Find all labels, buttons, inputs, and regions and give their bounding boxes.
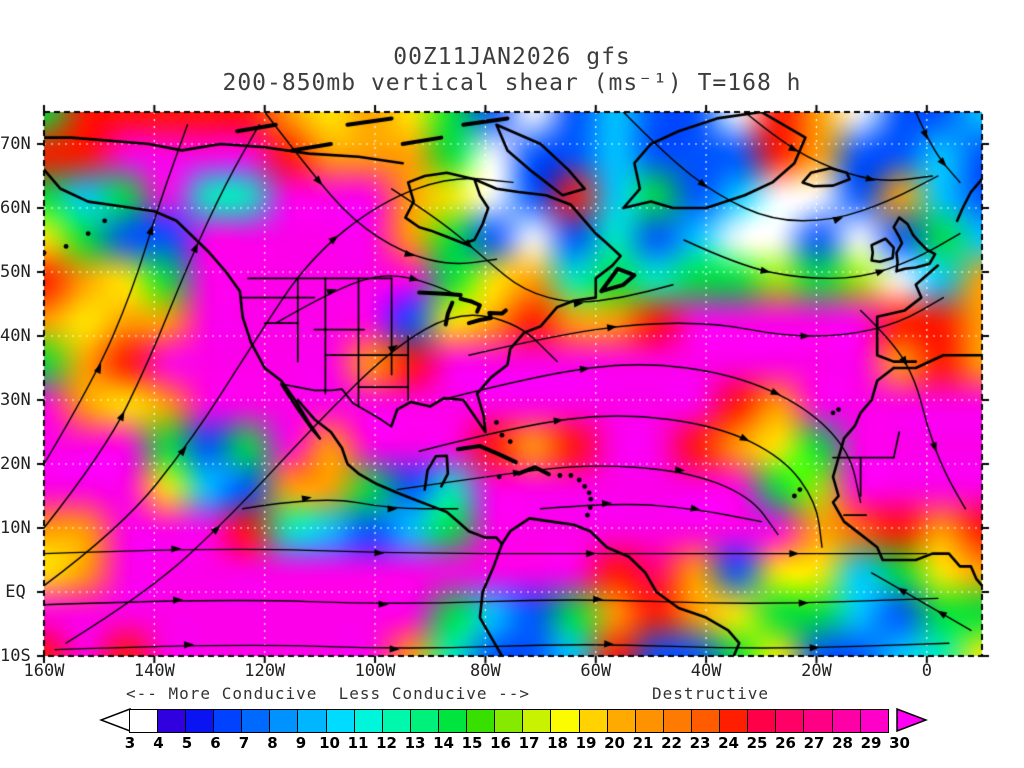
lat-tick-label: 70N	[0, 134, 41, 154]
lat-tick-label: 50N	[0, 262, 41, 282]
colorbar-box	[522, 709, 552, 733]
colorbar-tick-label: 20	[604, 734, 625, 752]
colorbar-tick-label: 21	[632, 734, 654, 752]
colorbar-box	[325, 709, 355, 733]
chart-title-line-1: 00Z11JAN2026 gfs	[393, 44, 631, 70]
colorbar-box	[128, 709, 159, 733]
colorbar-right-arrow-icon	[896, 708, 928, 732]
colorbar-box	[578, 709, 608, 733]
lon-tick-label: 100W	[354, 661, 396, 681]
colorbar-box	[719, 709, 749, 733]
colorbar-scale	[128, 709, 889, 733]
lat-tick-label: EQ	[5, 582, 36, 602]
lat-tick-label: 10S	[0, 646, 41, 666]
colorbar-tick-label: 18	[547, 734, 568, 752]
lat-tick-label: 30N	[0, 390, 41, 410]
legend-conducive-label: <-- More Conducive Less Conducive -->	[126, 684, 531, 703]
colorbar-box	[438, 709, 468, 733]
colorbar-box	[381, 709, 412, 733]
colorbar-tick-label: 23	[689, 734, 711, 752]
colorbar-box	[775, 709, 805, 733]
colorbar-tick-label: 15	[461, 734, 483, 752]
colorbar-tick-label: 26	[775, 734, 796, 752]
colorbar-tick-label: 24	[718, 734, 739, 752]
colorbar-box	[185, 709, 215, 733]
shear-map-canvas	[36, 104, 990, 668]
lat-tick-label: 40N	[0, 326, 41, 346]
colorbar-tick-label: 25	[746, 734, 768, 752]
colorbar-tick-label: 12	[376, 734, 397, 752]
colorbar-left-arrow-icon	[99, 708, 131, 732]
lon-tick-label: 40W	[690, 661, 722, 681]
lon-tick-label: 160W	[23, 661, 65, 681]
lon-tick-label: 20W	[801, 661, 832, 681]
colorbar-box	[606, 709, 636, 733]
colorbar-box	[409, 709, 440, 733]
colorbar-tick-label: 13	[404, 734, 426, 752]
colorbar-tick-label: 16	[490, 734, 511, 752]
colorbar-box	[550, 709, 580, 733]
colorbar-tick-label: 27	[803, 734, 825, 752]
lon-tick-label: 80W	[470, 661, 501, 681]
colorbar-box	[831, 709, 861, 733]
colorbar-tick-label: 19	[575, 734, 597, 752]
colorbar-tick-label: 14	[433, 734, 454, 752]
colorbar-box	[747, 709, 777, 733]
colorbar-box	[494, 709, 524, 733]
colorbar-box	[691, 709, 721, 733]
colorbar-box	[353, 709, 383, 733]
colorbar-box	[466, 709, 496, 733]
colorbar-tick-label: 17	[518, 734, 540, 752]
lat-tick-label: 10N	[0, 518, 41, 538]
lat-tick-label: 60N	[0, 198, 41, 218]
colorbar-tick-label: 10	[319, 734, 340, 752]
colorbar-box	[213, 709, 243, 733]
colorbar-tick-label: 7	[238, 734, 250, 752]
colorbar-box	[662, 709, 693, 733]
colorbar-box	[634, 709, 665, 733]
lon-tick-label: 60W	[580, 661, 612, 681]
colorbar-box	[241, 709, 271, 733]
lon-tick-label: 0	[921, 661, 932, 681]
chart-title-line-2: 200-850mb vertical shear (ms⁻¹) T=168 h	[222, 70, 802, 96]
lat-tick-label: 20N	[0, 454, 41, 474]
colorbar-box	[297, 709, 327, 733]
colorbar-box	[156, 709, 187, 733]
colorbar-box	[269, 709, 299, 733]
colorbar-tick-label: 8	[267, 734, 278, 752]
colorbar-tick-label: 29	[860, 734, 882, 752]
colorbar-tick-label: 11	[347, 734, 369, 752]
colorbar-tick-label: 4	[153, 734, 164, 752]
colorbar-box	[803, 709, 833, 733]
colorbar-tick-label: 6	[210, 734, 221, 752]
colorbar-tick-label: 3	[124, 734, 136, 752]
colorbar-box	[859, 709, 889, 733]
colorbar-tick-label: 22	[661, 734, 682, 752]
colorbar-tick-label: 28	[832, 734, 853, 752]
colorbar-tick-label: 5	[181, 734, 193, 752]
colorbar-tick-label: 30	[889, 734, 910, 752]
lon-tick-label: 140W	[133, 661, 175, 681]
legend-destructive-label: Destructive	[652, 684, 769, 703]
lon-tick-label: 120W	[244, 661, 286, 681]
colorbar-tick-label: 9	[295, 734, 307, 752]
